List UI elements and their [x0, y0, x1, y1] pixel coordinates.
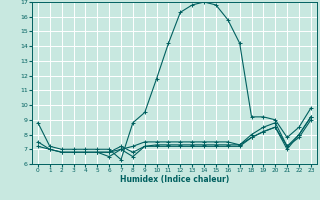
- X-axis label: Humidex (Indice chaleur): Humidex (Indice chaleur): [120, 175, 229, 184]
